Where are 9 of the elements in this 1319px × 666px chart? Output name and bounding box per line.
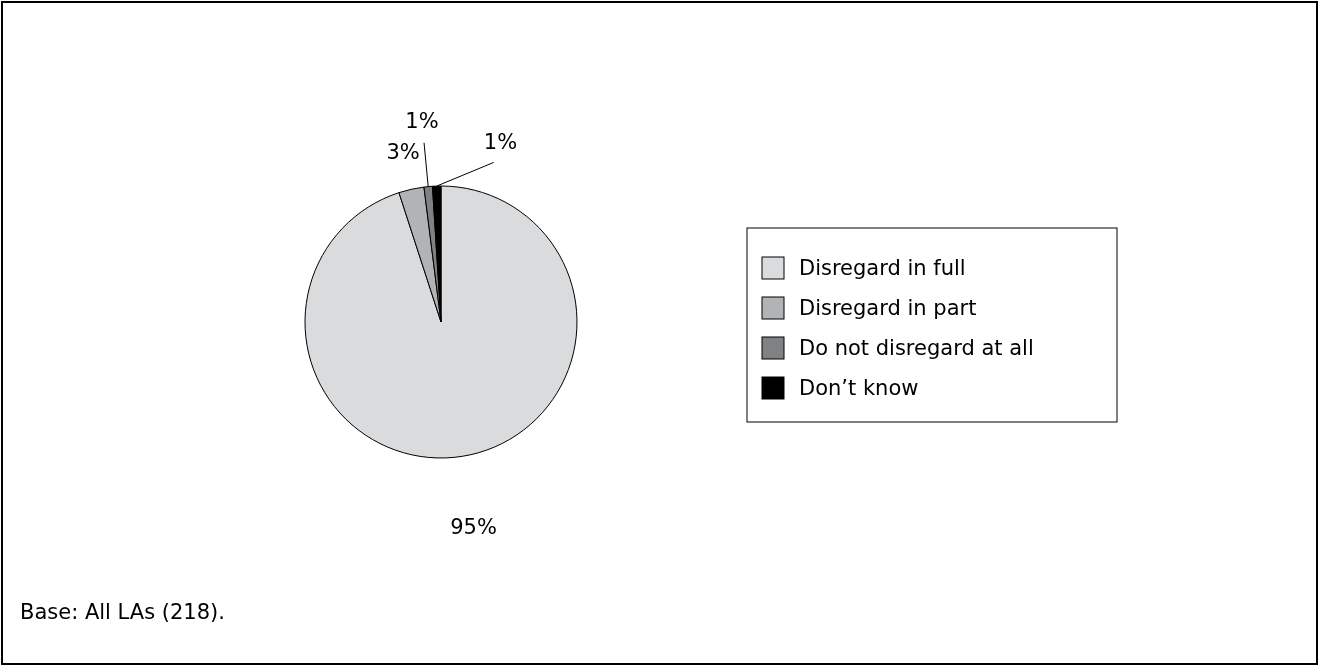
data-label: 1% [483, 129, 518, 154]
data-label: 3% [386, 140, 420, 165]
legend-label: Don’t know [799, 376, 919, 400]
legend-label: Disregard in part [799, 296, 977, 320]
data-label: 1% [405, 108, 439, 133]
data-label: 95% [450, 515, 497, 540]
text: Base: All LAs (218). [20, 600, 225, 624]
legend-label: Disregard in full [799, 256, 966, 280]
legend-label: Do not disregard at all [799, 336, 1034, 360]
